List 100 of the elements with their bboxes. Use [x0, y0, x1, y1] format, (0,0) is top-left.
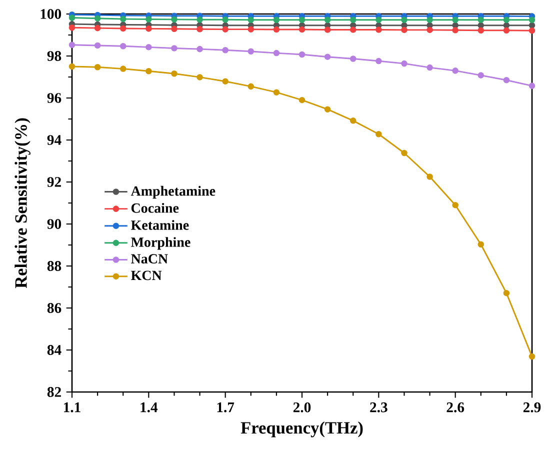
point	[478, 27, 484, 34]
point	[503, 290, 510, 296]
legend-label: KCN	[130, 270, 162, 280]
y-tick-label: 94	[47, 135, 62, 145]
legend-label: NaCN	[131, 254, 168, 264]
point	[273, 89, 280, 96]
point	[528, 27, 536, 34]
point	[401, 26, 408, 34]
point	[324, 26, 331, 33]
point	[528, 22, 536, 28]
point	[273, 26, 280, 33]
y-tick-label: 88	[47, 261, 62, 271]
point	[196, 74, 203, 80]
point	[120, 25, 126, 32]
x-tick-label: 2.0	[293, 402, 311, 412]
point	[503, 16, 510, 24]
point	[528, 16, 536, 24]
point	[528, 353, 536, 360]
legend-label: Morphine	[130, 237, 190, 250]
point	[94, 24, 101, 32]
y-tick-label: 82	[47, 387, 61, 397]
point	[196, 46, 203, 52]
point	[426, 64, 433, 71]
point	[94, 15, 101, 22]
point	[503, 22, 510, 28]
point	[68, 42, 76, 48]
point	[248, 48, 254, 55]
y-axis-title: Relative Sensitivity(%)	[14, 118, 30, 288]
point	[298, 96, 306, 104]
point	[196, 16, 203, 23]
point	[376, 26, 382, 33]
point	[503, 77, 510, 84]
point	[68, 24, 76, 31]
x-tick-label: 1.4	[140, 402, 158, 412]
point	[452, 202, 458, 208]
point	[248, 16, 254, 24]
x-axis-title: Frequency(THz)	[240, 422, 363, 438]
legend-label: Amphetamine	[130, 186, 216, 199]
legend-label: Ketamine	[130, 220, 189, 230]
point	[120, 16, 126, 22]
point	[350, 118, 356, 124]
point	[298, 16, 306, 24]
x-tick-label: 2.3	[370, 402, 388, 412]
point	[426, 16, 433, 24]
point	[94, 42, 101, 49]
point	[503, 27, 510, 34]
point	[146, 26, 152, 32]
point	[222, 16, 228, 23]
point	[452, 68, 458, 74]
point	[298, 26, 306, 33]
point	[68, 14, 76, 21]
point	[171, 26, 178, 32]
y-tick-label: 84	[47, 345, 62, 355]
x-tick-label: 2.9	[523, 402, 541, 412]
x-tick-label: 2.6	[446, 402, 464, 412]
point	[324, 54, 331, 60]
point	[401, 150, 408, 156]
point	[478, 22, 484, 28]
x-tick-label: 1.7	[217, 402, 234, 412]
point	[376, 16, 382, 24]
point	[426, 26, 433, 34]
point	[426, 174, 433, 180]
y-tick-label: 92	[47, 177, 61, 187]
point	[350, 26, 356, 33]
y-tick-label: 90	[47, 219, 62, 229]
point	[401, 16, 408, 24]
point	[478, 72, 484, 78]
point	[350, 56, 356, 62]
point	[298, 51, 306, 58]
point	[478, 241, 484, 248]
y-tick-label: 100	[40, 9, 62, 19]
point	[273, 50, 280, 56]
point	[528, 82, 536, 89]
point	[376, 58, 382, 64]
point	[171, 70, 178, 77]
point	[401, 60, 408, 67]
point	[146, 16, 152, 22]
point	[171, 45, 178, 52]
point	[324, 106, 331, 112]
point	[478, 16, 484, 24]
point	[68, 63, 76, 70]
point	[376, 130, 382, 138]
point	[146, 44, 152, 50]
y-tick-label: 86	[47, 303, 62, 313]
point	[146, 68, 152, 74]
y-tick-label: 96	[47, 93, 62, 103]
point	[324, 16, 331, 24]
point	[248, 26, 254, 32]
point	[196, 26, 203, 32]
point	[171, 16, 178, 23]
point	[222, 46, 228, 54]
point	[94, 64, 101, 70]
y-tick-label: 98	[47, 51, 62, 61]
point	[222, 78, 228, 85]
point	[222, 26, 228, 32]
point	[452, 27, 458, 34]
point	[248, 83, 254, 90]
point	[120, 42, 126, 50]
point	[350, 16, 356, 24]
point	[452, 16, 458, 24]
